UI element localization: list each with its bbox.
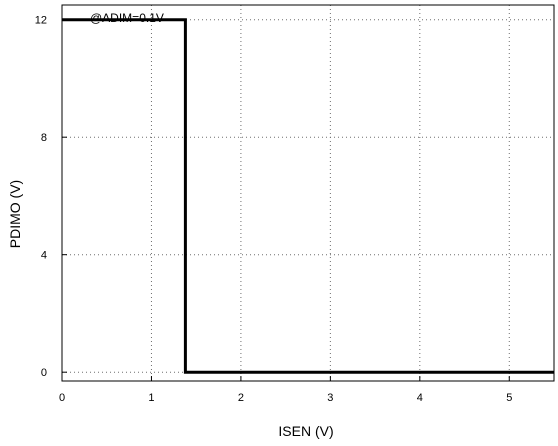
x-tick-label: 3 xyxy=(327,392,333,404)
annotation-label: @ADIM=0.1V xyxy=(90,11,164,25)
grid xyxy=(62,5,554,381)
series-layer xyxy=(62,18,554,374)
x-tick-label: 5 xyxy=(506,392,512,404)
x-tick-label: 2 xyxy=(238,392,244,404)
x-axis-title: ISEN (V) xyxy=(278,423,333,439)
y-tick-label: 12 xyxy=(35,15,47,27)
y-tick-label: 8 xyxy=(41,132,47,144)
x-tick-label: 0 xyxy=(59,392,65,404)
plot-frame xyxy=(61,4,555,382)
y-tick-label: 0 xyxy=(41,367,47,379)
y-tick-label: 4 xyxy=(41,250,47,262)
x-tick-label: 1 xyxy=(148,392,154,404)
y-axis-title: PDIMO (V) xyxy=(7,180,23,248)
x-tick-label: 4 xyxy=(417,392,423,404)
series-line xyxy=(62,18,554,374)
